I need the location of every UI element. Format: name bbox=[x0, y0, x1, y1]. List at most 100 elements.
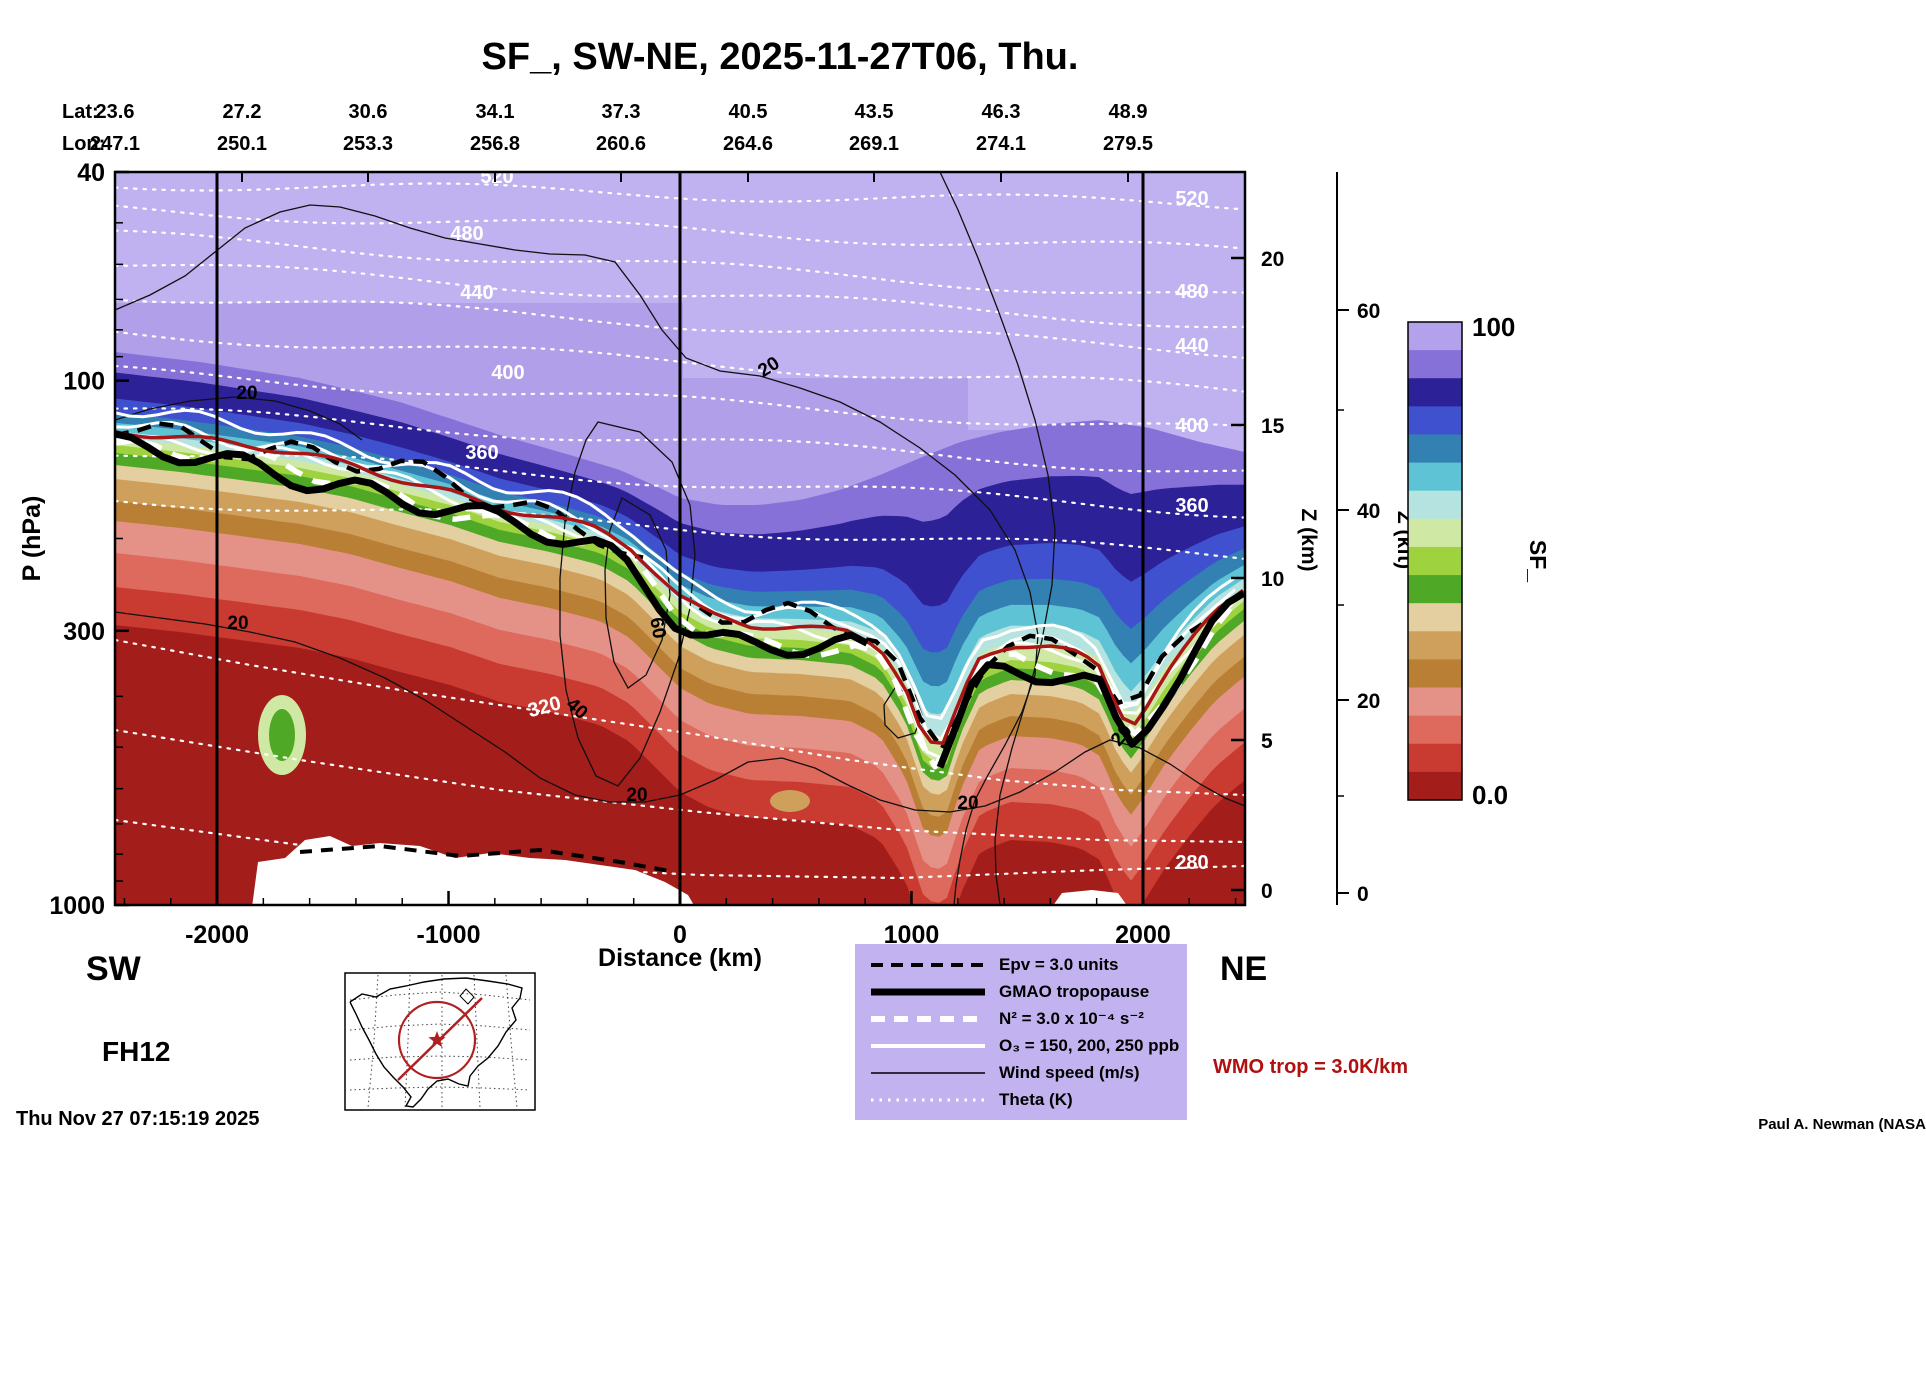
colorbar-segment bbox=[1408, 743, 1462, 773]
wind-label: 60 bbox=[645, 616, 669, 640]
lon-value: 279.5 bbox=[1103, 133, 1153, 155]
lat-value: 23.6 bbox=[96, 101, 135, 123]
z-km-tick-label: 0 bbox=[1261, 880, 1273, 903]
map-graticule bbox=[349, 1023, 531, 1031]
epv-contour bbox=[115, 421, 644, 560]
z-kft-tick-label: 0 bbox=[1357, 883, 1369, 906]
colorbar-segment bbox=[1408, 378, 1462, 407]
theta-label: 400 bbox=[491, 362, 524, 384]
legend-item-label: Theta (K) bbox=[999, 1089, 1073, 1109]
theta-label: 360 bbox=[1175, 495, 1208, 517]
pressure-tick-label: 100 bbox=[63, 368, 105, 396]
legend-item-label: O₃ = 150, 200, 250 ppb bbox=[999, 1035, 1180, 1055]
ne-endpoint-label: NE bbox=[1220, 950, 1268, 988]
forecast-hour-label: FH12 bbox=[102, 1036, 171, 1067]
theta-label: 440 bbox=[460, 282, 493, 304]
x-tick-label: -2000 bbox=[185, 921, 249, 949]
map-continent-outline bbox=[349, 977, 523, 1108]
wind-contour bbox=[115, 611, 1245, 813]
pressure-tick-label: 40 bbox=[77, 159, 105, 187]
legend-item-label: Epv = 3.0 units bbox=[999, 954, 1119, 974]
legend-line-sample bbox=[871, 962, 985, 967]
theta-contour bbox=[115, 204, 1245, 250]
legend-line-sample bbox=[871, 1043, 985, 1048]
lon-value: 247.1 bbox=[90, 133, 140, 155]
colorbar-segment bbox=[1408, 462, 1462, 492]
z-kft-tick-label: 60 bbox=[1357, 300, 1380, 323]
legend-item-wind: Wind speed (m/s) bbox=[855, 1059, 1187, 1086]
map-location-star bbox=[428, 1031, 446, 1048]
theta-label: 400 bbox=[1175, 415, 1208, 437]
lat-value: 27.2 bbox=[223, 101, 262, 123]
legend: Epv = 3.0 units GMAO tropopause N² = 3.0 x… bbox=[855, 944, 1187, 1120]
theta-label: 520 bbox=[1175, 188, 1208, 210]
theta-contour bbox=[115, 298, 1245, 359]
z-km-tick-label: 10 bbox=[1261, 568, 1284, 591]
lat-value: 46.3 bbox=[982, 101, 1021, 123]
wind-label: 20 bbox=[957, 793, 978, 814]
theta-contour bbox=[115, 229, 1245, 294]
sw-endpoint-label: SW bbox=[86, 950, 141, 988]
lat-value: 48.9 bbox=[1109, 101, 1148, 123]
z-km-axis-title: Z (km) bbox=[1297, 509, 1320, 572]
colorbar-segment bbox=[1408, 603, 1462, 632]
credit-text: Paul A. Newman (NASA bbox=[1758, 1116, 1926, 1133]
wind-contour bbox=[115, 396, 363, 441]
x-tick-label: 0 bbox=[673, 921, 687, 949]
lon-value: 269.1 bbox=[849, 133, 899, 155]
map-graticule bbox=[349, 1086, 531, 1091]
wind-contour bbox=[115, 204, 1039, 905]
run-timestamp: Thu Nov 27 07:15:19 2025 bbox=[16, 1108, 260, 1130]
legend-line-sample bbox=[871, 988, 985, 995]
pressure-tick-label: 300 bbox=[63, 618, 105, 646]
theta-label: 480 bbox=[450, 223, 483, 245]
wind-contour bbox=[559, 421, 696, 787]
gmao-tropopause bbox=[115, 430, 869, 659]
theta-contour bbox=[115, 407, 1245, 473]
y-axis-title-pressure: P (hPa) bbox=[18, 496, 46, 582]
epv-contour-surface bbox=[299, 843, 676, 874]
wind-label: 20 bbox=[227, 613, 248, 634]
theta-contour bbox=[115, 728, 1245, 844]
colorbar-segment bbox=[1408, 631, 1462, 661]
contour-field: 5205204804804404404004003603603202802020… bbox=[115, 172, 1245, 905]
lon-value: 253.3 bbox=[343, 133, 393, 155]
wind-contour bbox=[604, 497, 671, 689]
lon-row-label: Lon: bbox=[62, 133, 105, 155]
colorbar-segment bbox=[1408, 406, 1462, 436]
legend-line-sample bbox=[871, 1015, 985, 1022]
lon-value: 264.6 bbox=[723, 133, 773, 155]
lat-value: 40.5 bbox=[729, 101, 768, 123]
theta-contour bbox=[115, 263, 1245, 329]
o3-contour-150 bbox=[115, 408, 1236, 720]
lon-value: 256.8 bbox=[470, 133, 520, 155]
theta-contour bbox=[115, 454, 1245, 519]
z-km-tick-label: 15 bbox=[1261, 415, 1285, 438]
theta-label: 280 bbox=[1175, 852, 1208, 874]
z-kft-tick-label: 40 bbox=[1357, 500, 1380, 523]
sf-band bbox=[115, 625, 1245, 905]
legend-item-epv: Epv = 3.0 units bbox=[855, 951, 1187, 978]
lon-value: 250.1 bbox=[217, 133, 267, 155]
colorbar-segment bbox=[1408, 575, 1462, 604]
lat-row-label: Lat: bbox=[62, 101, 99, 123]
lat-value: 37.3 bbox=[602, 101, 641, 123]
map-graticule bbox=[349, 1055, 531, 1061]
map-graticule bbox=[349, 991, 531, 1001]
theta-label: 480 bbox=[1175, 281, 1208, 303]
lat-value: 30.6 bbox=[349, 101, 388, 123]
map-range-circle bbox=[397, 1000, 477, 1080]
colorbar-segment bbox=[1408, 350, 1462, 379]
colorbar-max-label: 100 bbox=[1472, 312, 1515, 342]
colorbar-segment bbox=[1408, 659, 1462, 689]
colorbar-segment bbox=[1408, 546, 1462, 576]
lon-value: 274.1 bbox=[976, 133, 1026, 155]
legend-line-sample bbox=[871, 1071, 985, 1074]
theta-label: 440 bbox=[1175, 335, 1208, 357]
x-axis-title: Distance (km) bbox=[598, 944, 762, 972]
colorbar-segment bbox=[1408, 518, 1462, 548]
wind-contour bbox=[883, 687, 923, 739]
legend-line-sample bbox=[871, 1098, 985, 1101]
